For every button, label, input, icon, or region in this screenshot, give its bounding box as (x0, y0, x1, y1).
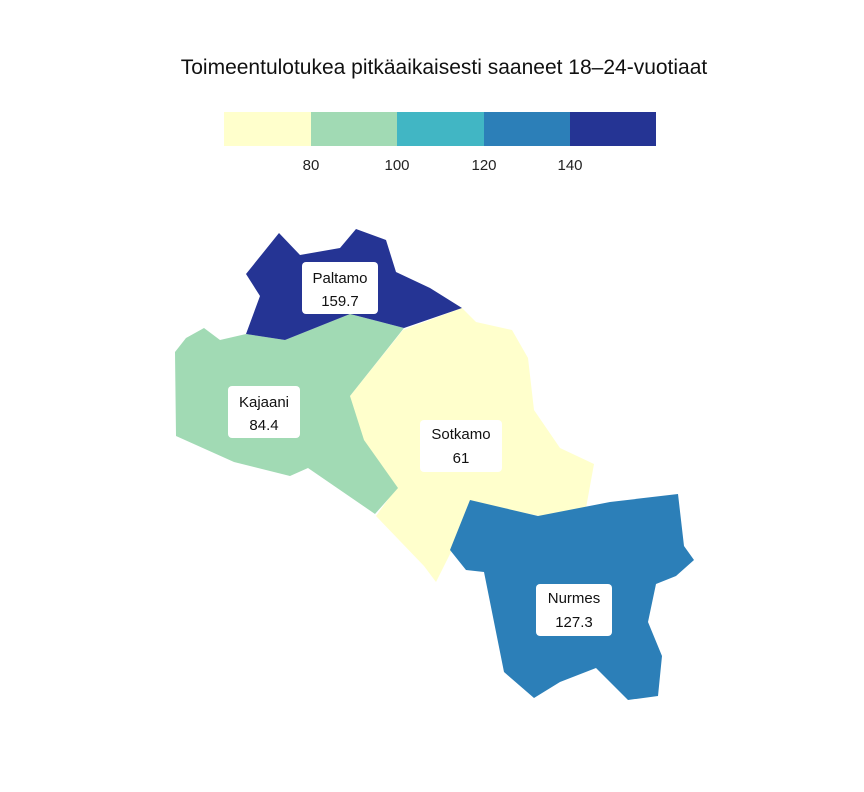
label-value-paltamo: 159.7 (321, 293, 359, 310)
label-name-kajaani: Kajaani (239, 394, 289, 411)
label-box-paltamo (302, 262, 378, 314)
legend-swatch-3 (397, 112, 484, 146)
label-name-nurmes: Nurmes (548, 590, 601, 607)
color-legend: 80 100 120 140 (224, 112, 656, 174)
label-value-sotkamo: 61 (453, 450, 470, 467)
label-box-nurmes (536, 584, 612, 636)
label-kajaani: Kajaani 84.4 (228, 386, 300, 438)
label-box-kajaani (228, 386, 300, 438)
label-box-sotkamo (420, 420, 502, 472)
legend-tick-140: 140 (557, 157, 582, 174)
label-name-paltamo: Paltamo (312, 270, 367, 287)
label-name-sotkamo: Sotkamo (431, 426, 490, 443)
legend-swatch-5 (570, 112, 656, 146)
label-paltamo: Paltamo 159.7 (302, 262, 378, 314)
map-title: Toimeentulotukea pitkäaikaisesti saaneet… (180, 56, 708, 79)
label-nurmes: Nurmes 127.3 (536, 584, 612, 636)
legend-tick-120: 120 (471, 157, 496, 174)
legend-swatch-4 (484, 112, 570, 146)
label-value-kajaani: 84.4 (249, 417, 278, 434)
legend-swatch-2 (311, 112, 397, 146)
label-sotkamo: Sotkamo 61 (420, 420, 502, 472)
legend-tick-100: 100 (384, 157, 409, 174)
legend-tick-80: 80 (303, 157, 320, 174)
label-value-nurmes: 127.3 (555, 614, 593, 631)
legend-swatch-1 (224, 112, 311, 146)
